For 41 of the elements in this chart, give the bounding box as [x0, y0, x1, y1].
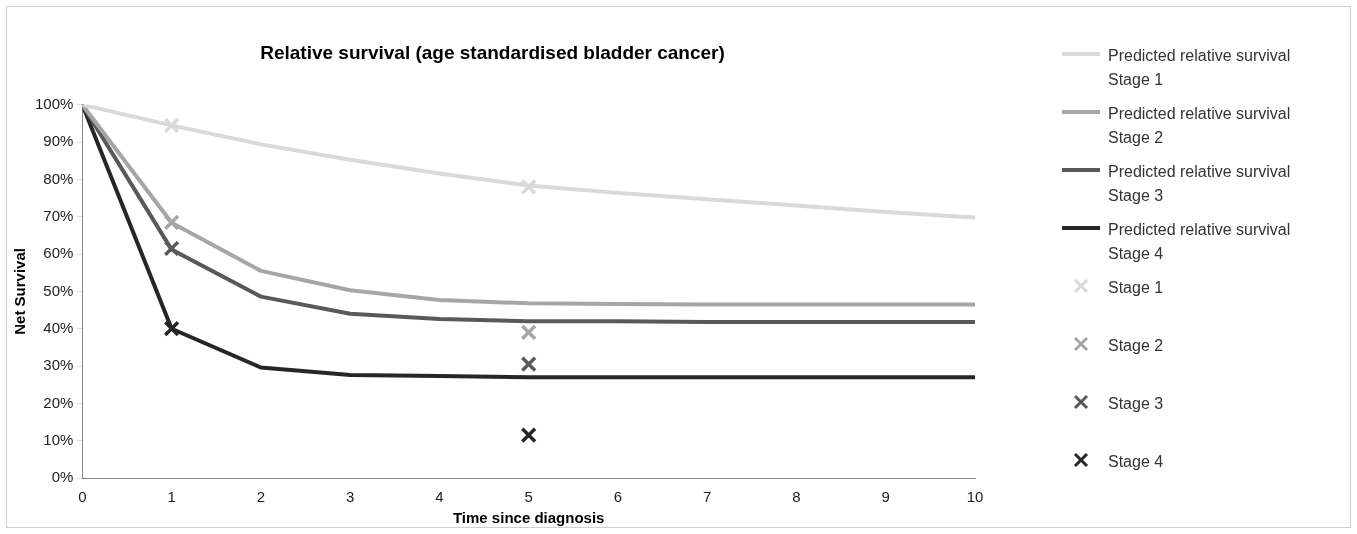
x-tick-label: 8 [792, 488, 801, 506]
legend-label: Predicted relative survival Stage 2 [1108, 104, 1292, 148]
y-tick-label: 40% [43, 318, 74, 336]
x-tick-label: 0 [78, 488, 87, 506]
y-tick-label: 50% [43, 281, 74, 299]
y-tick-label: 70% [43, 206, 74, 224]
legend-label: Predicted relative survival Stage 1 [1108, 46, 1292, 90]
legend-label: Stage 4 [1108, 452, 1164, 472]
y-tick-label: 30% [43, 356, 74, 374]
point [520, 356, 537, 373]
x-tick-label: 2 [256, 488, 266, 506]
legend-label: Stage 3 [1108, 394, 1164, 414]
y-tick-label: 100% [34, 94, 74, 112]
legend-label: Stage 2 [1108, 336, 1164, 356]
x-tick-label: 4 [435, 488, 444, 506]
legend-label: Predicted relative survival Stage 4 [1108, 220, 1292, 264]
x-tick-label: 9 [881, 488, 890, 506]
x-tick-label: 3 [345, 488, 355, 506]
legend-label: Predicted relative survival Stage 3 [1108, 162, 1292, 206]
x-tick-label: 6 [613, 488, 623, 506]
x-axis-title: Time since diagnosis [452, 509, 605, 527]
x-tick-label: 1 [167, 488, 176, 506]
point [163, 214, 180, 231]
x-tick-label: 5 [524, 488, 533, 506]
y-tick-label: 80% [43, 169, 74, 187]
y-tick-label: 60% [43, 244, 74, 262]
x-tick-label: 7 [703, 488, 712, 506]
y-tick-label: 0% [51, 468, 74, 486]
y-tick-label: 10% [43, 430, 74, 448]
point [163, 240, 180, 257]
chart-title: Relative survival (age standardised bladder cancer) [260, 41, 725, 63]
point [520, 324, 537, 341]
legend-label: Stage 1 [1108, 278, 1164, 298]
point [520, 426, 537, 444]
x-tick-label: 10 [966, 488, 984, 506]
y-tick-label: 20% [43, 393, 74, 411]
point [520, 178, 537, 196]
point [163, 320, 180, 337]
y-tick-label: 90% [43, 132, 74, 150]
y-axis-title: Net Survival [11, 248, 29, 335]
point [163, 117, 180, 134]
